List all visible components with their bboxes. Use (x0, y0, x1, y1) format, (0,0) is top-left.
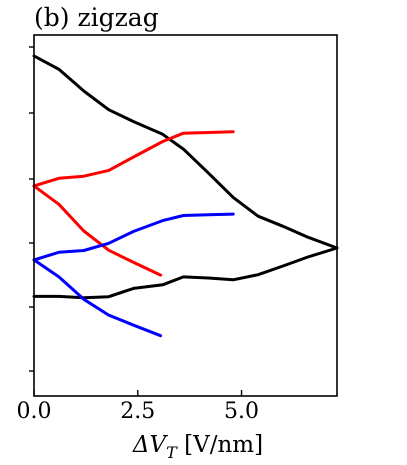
x-tick-label-1: 0.0 (17, 399, 52, 424)
x-tick-label-3: 5.0 (224, 399, 259, 424)
chart-title: (b) zigzag (34, 3, 159, 32)
series-line-5 (32, 212, 235, 262)
y-axis (29, 46, 34, 372)
x-axis-label: ΔVT [V/nm] (132, 432, 263, 462)
x-axis: 0.0 2.5 5.0 (17, 390, 259, 424)
x-axis-label-suffix: [V/nm] (177, 432, 263, 458)
series-line-6 (32, 258, 163, 338)
series-line-1 (32, 54, 339, 250)
series-line-2 (32, 246, 339, 300)
plot-frame (33, 34, 338, 397)
series-line-4 (32, 184, 163, 277)
x-tick-label-2: 2.5 (120, 399, 155, 424)
x-axis-label-subscript: T (166, 443, 178, 462)
series-group (32, 54, 339, 338)
x-axis-label-prefix: ΔV (132, 432, 169, 458)
series-line-3 (32, 130, 235, 188)
